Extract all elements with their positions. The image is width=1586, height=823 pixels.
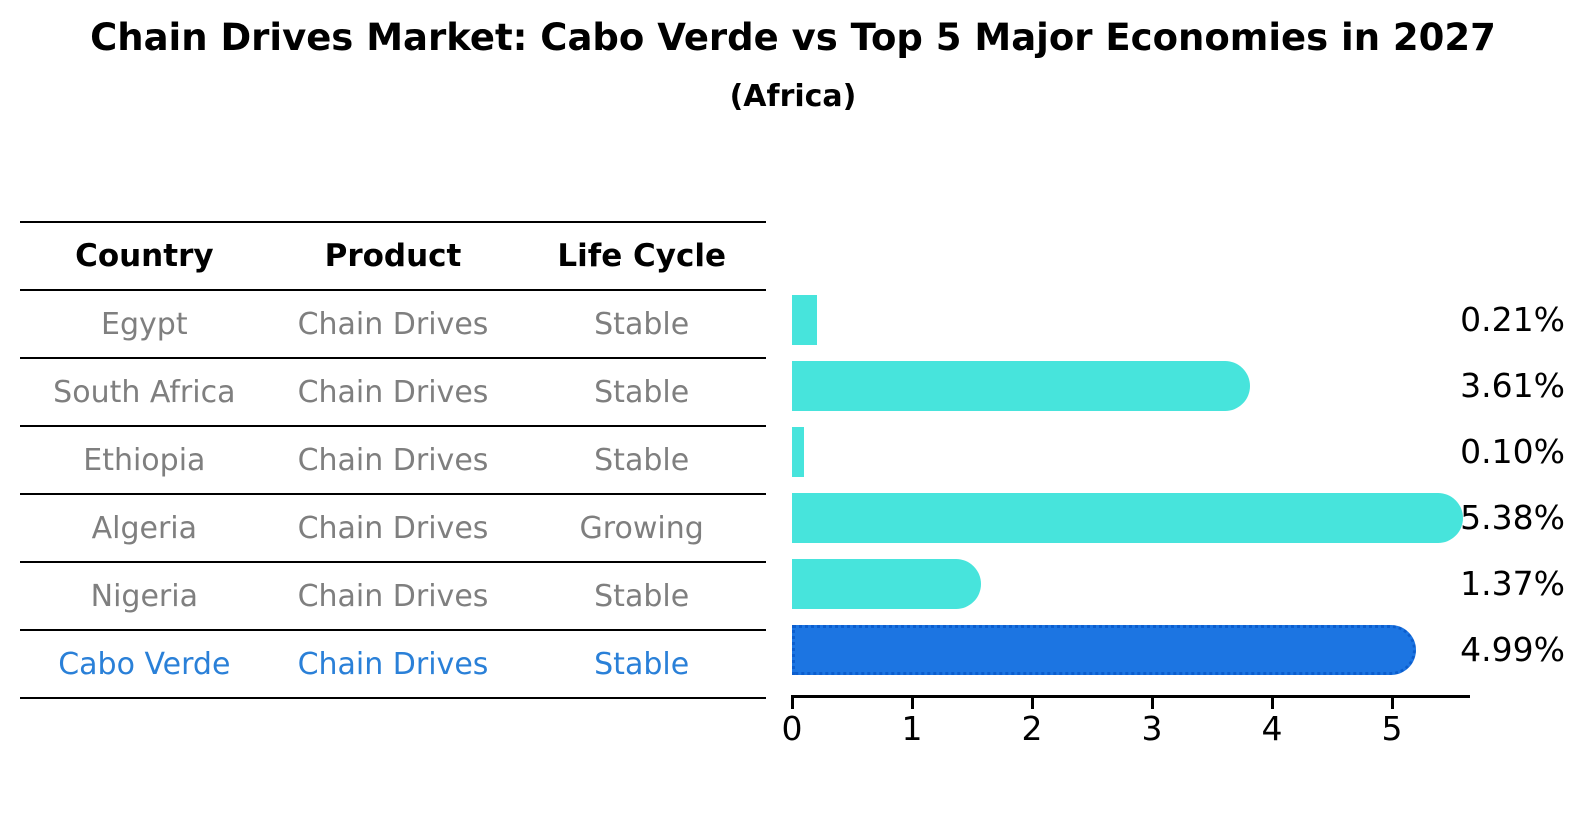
chart-title: Chain Drives Market: Cabo Verde vs Top 5… — [90, 16, 1496, 59]
value-label: 3.61% — [1460, 366, 1565, 405]
comparison-table: Country Product Life Cycle Egypt Chain Drive… — [20, 221, 766, 699]
value-label: 0.10% — [1460, 432, 1565, 471]
table-cell: Chain Drives — [297, 510, 489, 546]
table-cell: Stable — [594, 442, 690, 478]
bar — [792, 559, 982, 609]
table-row: South Africa Chain Drives Stable — [20, 359, 766, 427]
column-header: Life Cycle — [557, 238, 726, 274]
table-cell: South Africa — [53, 374, 236, 410]
x-tick-label: 5 — [1381, 709, 1403, 748]
table-cell: Chain Drives — [297, 306, 489, 342]
bar-row — [792, 485, 1463, 551]
table-cell: Egypt — [101, 306, 188, 342]
bar — [792, 427, 804, 477]
x-tick-mark — [911, 695, 914, 709]
table-cell: Stable — [594, 306, 690, 342]
table-cell: Chain Drives — [297, 578, 489, 614]
bar-row — [792, 287, 818, 353]
bar-row — [792, 617, 1416, 683]
table-cell: Chain Drives — [297, 442, 489, 478]
table-header-row: Country Product Life Cycle — [20, 223, 766, 291]
bar-row — [792, 353, 1251, 419]
x-tick-mark — [1151, 695, 1154, 709]
bar-row — [792, 551, 982, 617]
column-header: Country — [75, 238, 214, 274]
value-label: 4.99% — [1460, 630, 1565, 669]
bar — [792, 493, 1463, 543]
bar — [792, 295, 818, 345]
table-cell: Algeria — [91, 510, 198, 546]
table-row: Egypt Chain Drives Stable — [20, 291, 766, 359]
value-label: 5.38% — [1460, 498, 1565, 537]
x-tick-label: 1 — [901, 709, 923, 748]
chart-subtitle: (Africa) — [729, 79, 857, 114]
table-cell: Stable — [594, 578, 690, 614]
table-cell: Ethiopia — [83, 442, 206, 478]
x-tick-mark — [1271, 695, 1274, 709]
x-tick-label: 3 — [1141, 709, 1163, 748]
x-tick-label: 2 — [1021, 709, 1043, 748]
table-cell: Chain Drives — [297, 646, 489, 682]
highlighted-bar — [792, 625, 1416, 675]
table-row: Ethiopia Chain Drives Stable — [20, 427, 766, 495]
x-tick-mark — [1391, 695, 1394, 709]
table-row: Nigeria Chain Drives Stable — [20, 563, 766, 631]
table-cell: Nigeria — [90, 578, 198, 614]
table-cell: Chain Drives — [297, 374, 489, 410]
column-header: Product — [324, 238, 462, 274]
value-label: 0.21% — [1460, 300, 1565, 339]
table-cell: Stable — [594, 374, 690, 410]
table-cell: Growing — [579, 510, 704, 546]
x-tick-mark — [1031, 695, 1034, 709]
x-axis-line — [792, 695, 1470, 698]
table-cell: Stable — [594, 646, 690, 682]
x-tick-mark — [791, 695, 794, 709]
value-label: 1.37% — [1460, 564, 1565, 603]
bar-row — [792, 419, 804, 485]
table-cell: Cabo Verde — [58, 646, 231, 682]
bar — [792, 361, 1251, 411]
x-tick-label: 0 — [781, 709, 803, 748]
x-tick-label: 4 — [1261, 709, 1283, 748]
table-row: Algeria Chain Drives Growing — [20, 495, 766, 563]
table-row: Cabo Verde Chain Drives Stable — [20, 631, 766, 699]
